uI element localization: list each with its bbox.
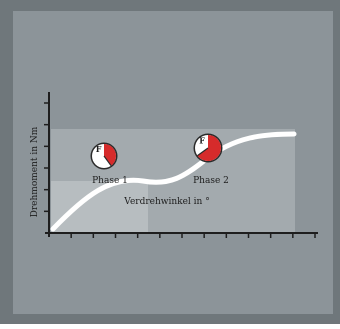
- phase-1-label: Phase 1: [92, 176, 128, 186]
- gauge-letter: F: [96, 144, 102, 154]
- gauge-fill: [197, 135, 222, 161]
- y-ticks: [44, 102, 49, 213]
- phase-2-gauge: F: [193, 133, 223, 163]
- gauge-needle: [197, 147, 209, 157]
- axes: [44, 92, 318, 238]
- gauge-letter: F: [199, 135, 205, 145]
- phase-1-gauge: F: [90, 142, 118, 170]
- gauge-fill: [104, 144, 116, 166]
- phase-2-label: Phase 2: [193, 176, 229, 186]
- y-axis-label: Drehmoment in Nm: [30, 126, 40, 217]
- x-ticks: [70, 233, 316, 238]
- x-axis-label: Verdrehwinkel in °: [123, 197, 209, 207]
- gauge-needle: [103, 155, 112, 167]
- torque-curve: [50, 131, 297, 232]
